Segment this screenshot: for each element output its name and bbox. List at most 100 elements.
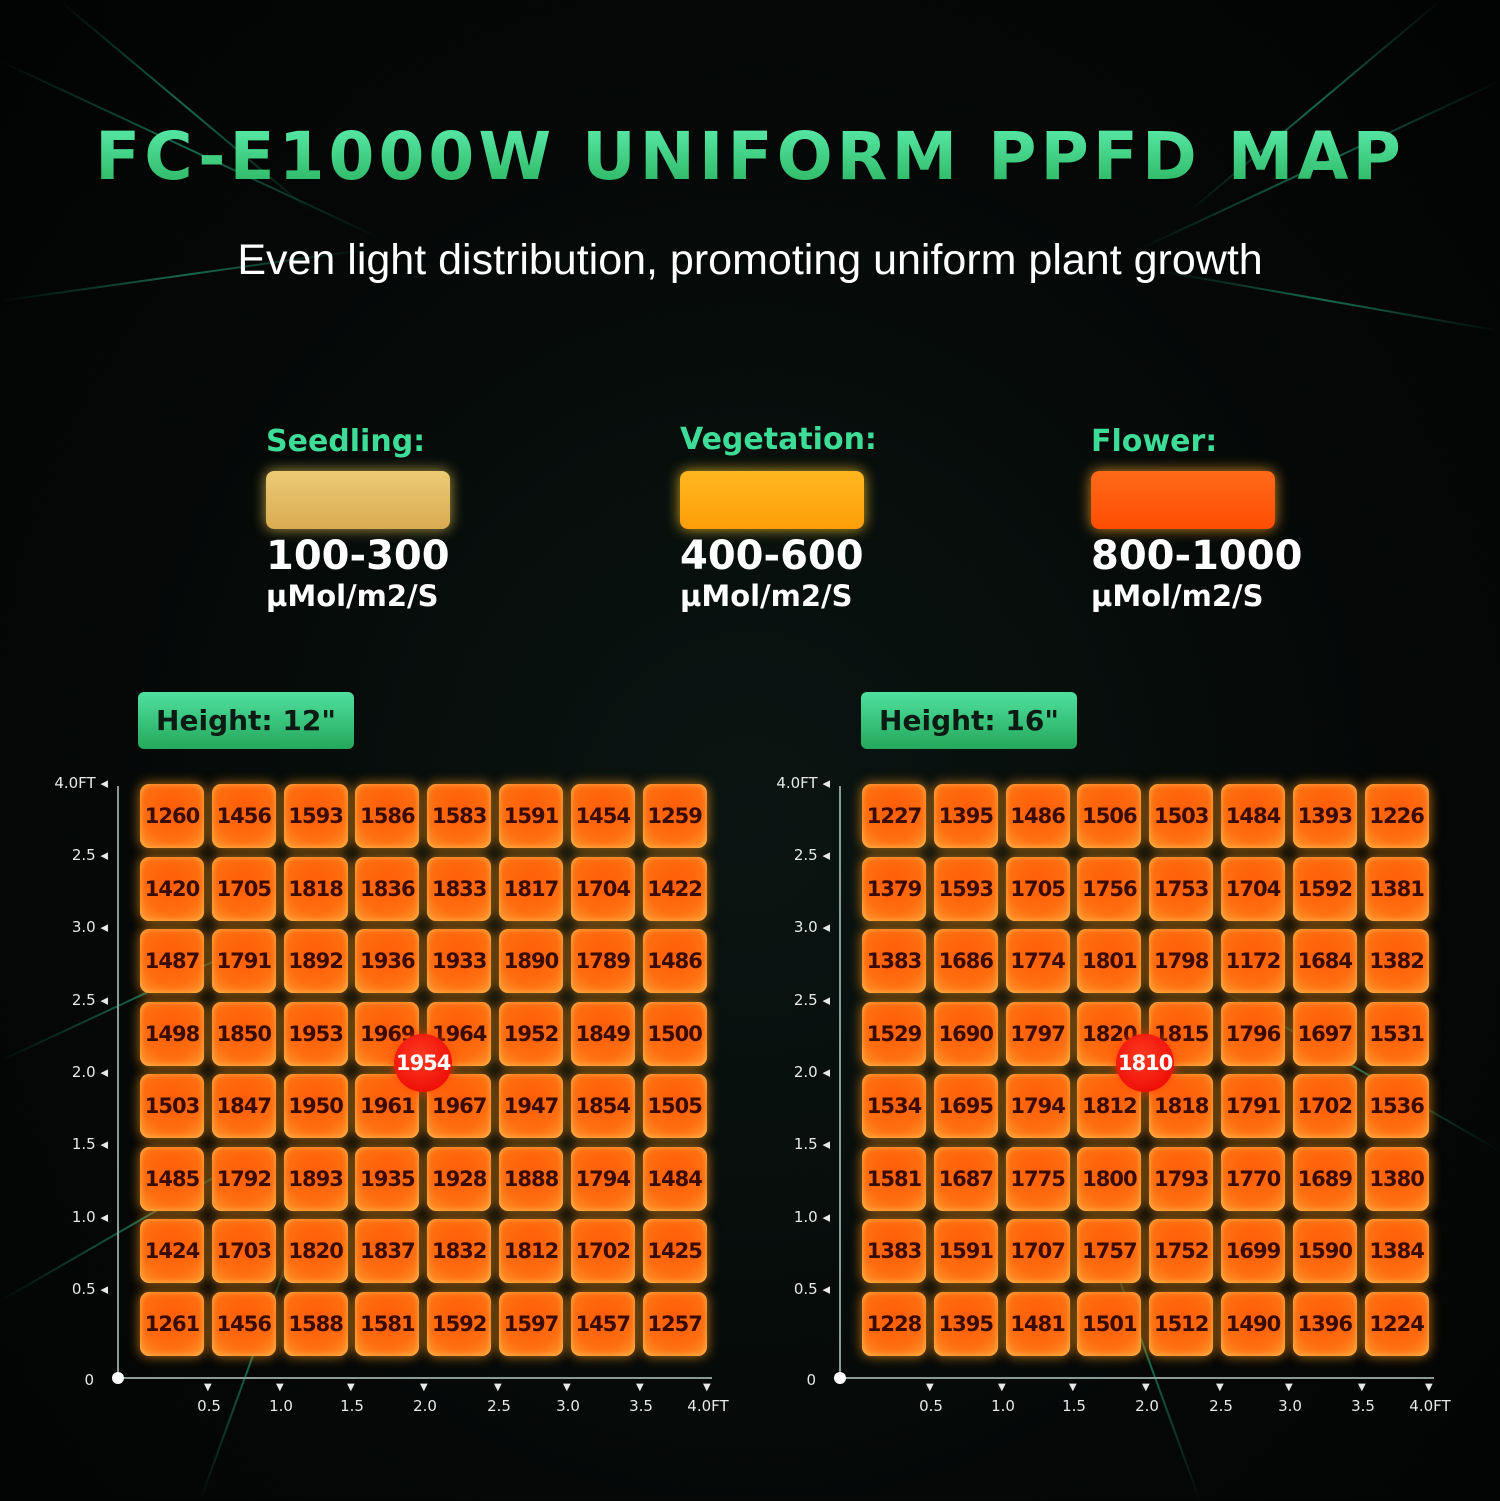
ppfd-cell: 1420: [140, 856, 204, 921]
x-tick-label: 1.5: [340, 1397, 364, 1415]
ppfd-cell: 1456: [211, 1291, 276, 1356]
x-tick-label: 3.0: [1278, 1397, 1302, 1415]
ppfd-cell: 1690: [933, 1001, 998, 1066]
y-axis-line: [117, 786, 119, 1379]
ppfd-cell: 1261: [140, 1291, 204, 1356]
ppfd-cell: 1689: [1292, 1146, 1357, 1211]
ppfd-cell: 1832: [427, 1219, 492, 1283]
ppfd-cell: 1481: [1005, 1291, 1070, 1356]
ppfd-cell: 1581: [862, 1146, 926, 1211]
ppfd-cell: 1588: [283, 1291, 348, 1356]
ppfd-cell: 1892: [283, 929, 348, 993]
ppfd-cell: 1501: [1077, 1291, 1142, 1356]
ppfd-cell: 1425: [642, 1219, 707, 1283]
ppfd-cell: 1792: [211, 1146, 276, 1211]
x-tick-marker: ▼: [1358, 1382, 1366, 1393]
ppfd-cell: 1820: [283, 1219, 348, 1283]
ppfd-cell: 1796: [1221, 1001, 1285, 1066]
ppfd-cell: 1752: [1149, 1219, 1214, 1283]
y-tick-label: 0: [806, 1371, 816, 1389]
ppfd-cell: 1798: [1149, 929, 1214, 993]
ppfd-cell: 1227: [862, 784, 926, 848]
ppfd-cell: 1704: [1221, 856, 1285, 921]
ppfd-cell: 1529: [862, 1001, 926, 1066]
y-tick-label: 1.5 ◂: [71, 1135, 108, 1153]
ppfd-cell: 1593: [283, 784, 348, 848]
ppfd-cell: 1591: [933, 1219, 998, 1283]
ppfd-cell: 1893: [283, 1146, 348, 1211]
ppfd-cell: 1812: [499, 1219, 563, 1283]
x-tick-marker: ▼: [204, 1382, 212, 1393]
x-tick-marker: ▼: [1425, 1382, 1433, 1393]
ppfd-cell: 1774: [1005, 929, 1070, 993]
ppfd-cell: 1395: [933, 784, 998, 848]
ppfd-cell: 1697: [1292, 1001, 1357, 1066]
ppfd-cell: 1592: [427, 1291, 492, 1356]
ppfd-cell: 1500: [642, 1001, 707, 1066]
x-tick-label: 3.5: [1351, 1397, 1375, 1415]
ppfd-cell: 1259: [642, 784, 707, 848]
ppfd-cell: 1382: [1364, 929, 1429, 993]
ppfd-cell: 1422: [642, 856, 707, 921]
ppfd-cell: 1379: [862, 856, 926, 921]
x-tick-label: 2.0: [1135, 1397, 1159, 1415]
x-tick-label: 2.5: [1209, 1397, 1233, 1415]
ppfd-cell: 1801: [1077, 929, 1142, 993]
ppfd-cell: 1257: [642, 1291, 707, 1356]
ppfd-cell: 1531: [1364, 1001, 1429, 1066]
y-tick-label: 2.5 ◂: [793, 991, 830, 1009]
x-tick-label: 3.0: [556, 1397, 580, 1415]
ppfd-cell: 1226: [1364, 784, 1429, 848]
ppfd-cell: 1791: [1221, 1074, 1285, 1138]
ppfd-cell: 1928: [427, 1146, 492, 1211]
ppfd-cell: 1789: [570, 929, 635, 993]
ppfd-cell: 1847: [211, 1074, 276, 1138]
x-tick-marker: ▼: [1216, 1382, 1224, 1393]
ppfd-cell: 1454: [570, 784, 635, 848]
y-tick-label: 0.5 ◂: [793, 1280, 830, 1298]
x-tick-marker: ▼: [563, 1382, 571, 1393]
ppfd-cell: 1593: [933, 856, 998, 921]
ppfd-cell: 1702: [1292, 1074, 1357, 1138]
ppfd-cell: 1800: [1077, 1146, 1142, 1211]
ppfd-cell: 1581: [355, 1291, 420, 1356]
y-tick-label: 2.0 ◂: [793, 1063, 830, 1081]
legend-range: 100-300: [266, 533, 450, 579]
center-ppfd-marker: 1810: [1116, 1034, 1175, 1092]
x-tick-label: 2.5: [487, 1397, 511, 1415]
x-tick-label: 0.5: [197, 1397, 221, 1415]
legend-seedling: Seedling: 100-300 µMol/m2/S: [266, 424, 450, 613]
ppfd-cell: 1485: [140, 1146, 204, 1211]
x-tick-label: 3.5: [629, 1397, 653, 1415]
ppfd-cell: 1791: [211, 929, 276, 993]
ppfd-cell: 1380: [1364, 1146, 1429, 1211]
ppfd-cell: 1854: [570, 1074, 635, 1138]
ppfd-cell: 1703: [211, 1219, 276, 1283]
ppfd-cell: 1505: [642, 1074, 707, 1138]
y-tick-label: 4.0FT ◂: [776, 774, 830, 792]
ppfd-cell: 1756: [1077, 856, 1142, 921]
ppfd-cell: 1699: [1221, 1219, 1285, 1283]
y-tick-label: 1.5 ◂: [793, 1135, 830, 1153]
ppfd-cell: 1381: [1364, 856, 1429, 921]
ppfd-cell: 1686: [933, 929, 998, 993]
x-tick-marker: ▼: [1142, 1382, 1150, 1393]
ppfd-cell: 1815: [1149, 1001, 1214, 1066]
y-tick-label: 3.0 ◂: [71, 918, 108, 936]
ppfd-cell: 1837: [355, 1219, 420, 1283]
legend-swatch-seedling: [266, 471, 450, 529]
ppfd-cell: 1396: [1292, 1291, 1357, 1356]
ppfd-cell: 1705: [1005, 856, 1070, 921]
ppfd-cell: 1952: [499, 1001, 563, 1066]
ppfd-cell: 1424: [140, 1219, 204, 1283]
x-tick-label: 1.0: [269, 1397, 293, 1415]
ppfd-cell: 1484: [642, 1146, 707, 1211]
ppfd-cell: 1794: [1005, 1074, 1070, 1138]
legend-label: Flower:: [1091, 424, 1218, 459]
ppfd-cell: 1817: [499, 856, 563, 921]
y-axis-line: [839, 786, 841, 1379]
ppfd-cell: 1457: [570, 1291, 635, 1356]
page-title: FC-E1000W UNIFORM PPFD MAP: [0, 118, 1500, 195]
ppfd-cell: 1583: [427, 784, 492, 848]
ppfd-cell: 1707: [1005, 1219, 1070, 1283]
